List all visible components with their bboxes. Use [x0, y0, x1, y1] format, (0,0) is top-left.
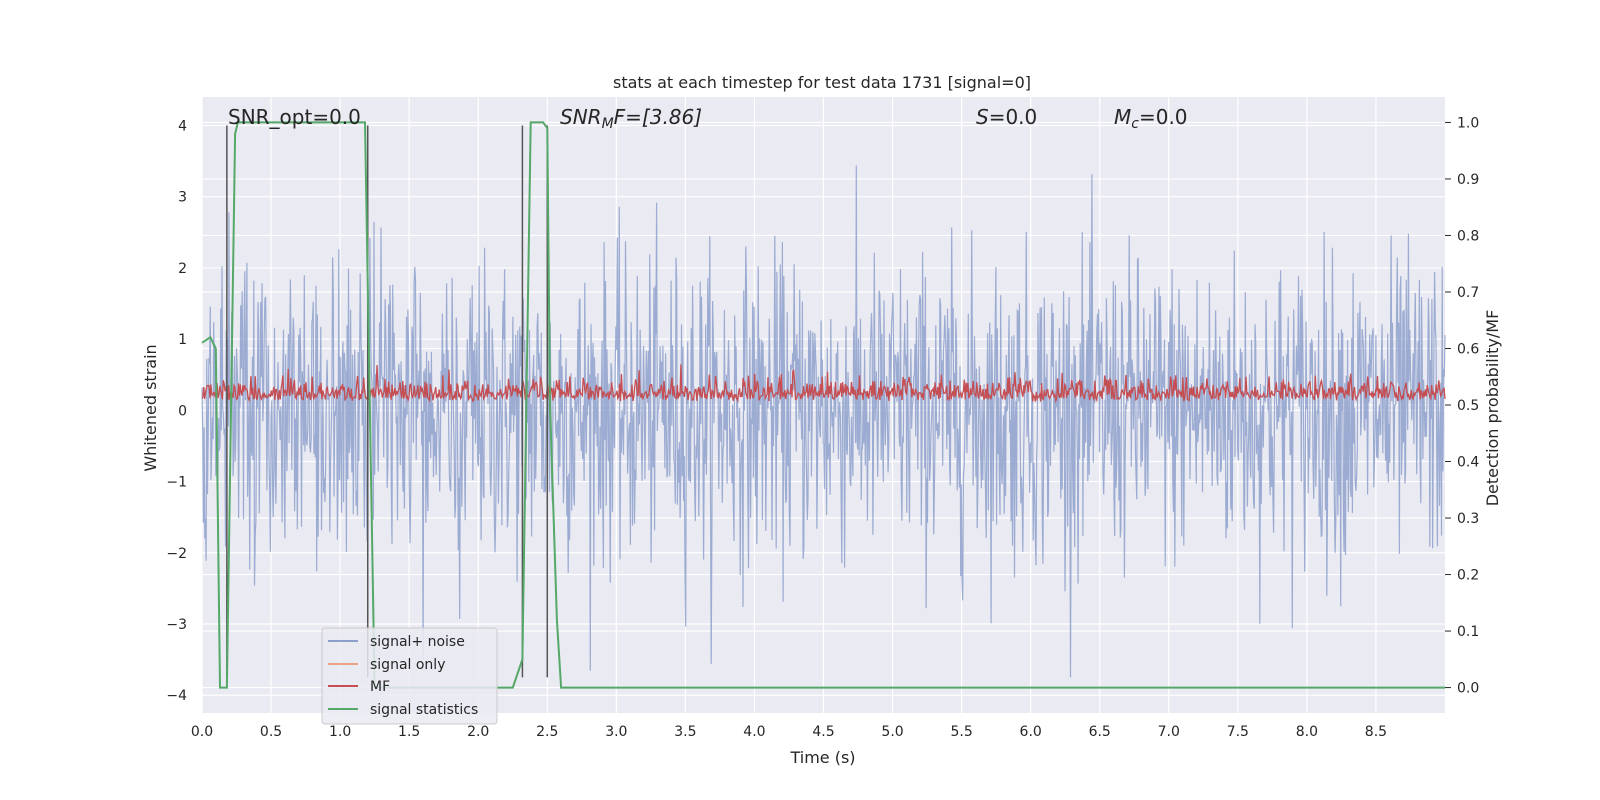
legend: signal+ noise signal only MF signal stat… [321, 627, 498, 725]
legend-label-signal-statistics: signal statistics [370, 702, 478, 718]
y-tick-label-left: −1 [166, 475, 187, 491]
y-tick-label-left: 3 [178, 190, 187, 206]
x-tick-label: 0.0 [191, 724, 213, 740]
y-axis-label-right: Detection probability/MF [1483, 310, 1502, 507]
x-tick-label: 8.0 [1296, 724, 1318, 740]
s-value: =0.0 [989, 105, 1038, 129]
x-tick-label: 2.5 [536, 724, 558, 740]
mf-line [201, 364, 1446, 404]
mc-annotation: Mc=0.0 [1114, 105, 1188, 132]
snr-mf-annotation: SNRMF=[3.86] [560, 105, 702, 132]
vertical-markers [226, 125, 549, 678]
x-tick-label: 6.5 [1089, 724, 1111, 740]
s-annotation: S=0.0 [976, 105, 1037, 129]
y-tick-label-left: −3 [166, 617, 187, 633]
x-tick-label: 7.5 [1227, 724, 1249, 740]
y-axis-label-left: Whitened strain [141, 344, 160, 471]
signal-plus-noise-line [201, 165, 1446, 678]
y-tick-label-right: 0.3 [1457, 511, 1479, 527]
x-tick-label: 4.5 [812, 724, 834, 740]
x-tick-label: 3.5 [674, 724, 696, 740]
chart-title: stats at each timestep for test data 173… [613, 73, 1031, 92]
mc-base: M [1114, 105, 1131, 129]
legend-label-mf: MF [370, 679, 390, 695]
y-tick-label-left: 1 [178, 332, 187, 348]
x-tick-label: 5.5 [950, 724, 972, 740]
signal-plus-noise-series [201, 165, 1446, 678]
mc-sub: c [1131, 116, 1139, 132]
y-tick-label-right: 0.6 [1457, 341, 1479, 357]
grid [201, 97, 1445, 713]
y-tick-label-right: 0.0 [1457, 681, 1479, 697]
x-tick-label: 5.0 [881, 724, 903, 740]
y-tick-label-right: 0.1 [1457, 624, 1479, 640]
snr-mf-rest: F=[3.86] [614, 105, 702, 129]
y-tick-label-left: 4 [178, 118, 187, 134]
y-tick-label-left: −4 [166, 688, 187, 704]
y-tick-label-right: 0.2 [1457, 568, 1479, 584]
y-tick-label-left: 2 [178, 261, 187, 277]
snr-opt-annotation: SNR_opt=0.0 [228, 105, 361, 129]
snr-mf-sub: M [602, 116, 614, 132]
x-tick-label: 6.0 [1020, 724, 1042, 740]
legend-label-signal-noise: signal+ noise [370, 634, 465, 650]
x-tick-label: 7.0 [1158, 724, 1180, 740]
axis-ticks: 0.0 0.5 1.0 1.5 2.0 2.5 3.0 3.5 4.0 4.5 5.0 5.5 6.0 6… [166, 115, 1479, 740]
x-tick-label: 3.0 [605, 724, 627, 740]
y-tick-label-left: 0 [178, 403, 187, 419]
x-tick-label: 0.5 [260, 724, 282, 740]
y-tick-label-right: 0.9 [1457, 172, 1479, 188]
x-tick-label: 2.0 [467, 724, 489, 740]
s-symbol: S [976, 105, 989, 129]
x-tick-label: 1.5 [398, 724, 420, 740]
x-tick-label: 1.0 [329, 724, 351, 740]
y-tick-label-right: 0.5 [1457, 398, 1479, 414]
legend-label-signal-only: signal only [370, 657, 445, 673]
y-tick-label-right: 0.7 [1457, 285, 1479, 301]
legend-box [321, 627, 498, 725]
y-tick-label-right: 0.8 [1457, 228, 1479, 244]
mc-value: =0.0 [1139, 105, 1188, 129]
y-tick-label-left: −2 [166, 546, 187, 562]
snr-mf-base: SNR [560, 105, 602, 129]
x-tick-label: 8.5 [1365, 724, 1387, 740]
y-tick-label-right: 1.0 [1457, 115, 1479, 131]
y-tick-label-right: 0.4 [1457, 455, 1479, 471]
mf-series [201, 364, 1446, 404]
x-tick-label: 4.0 [743, 724, 765, 740]
x-axis-label: Time (s) [789, 748, 855, 767]
